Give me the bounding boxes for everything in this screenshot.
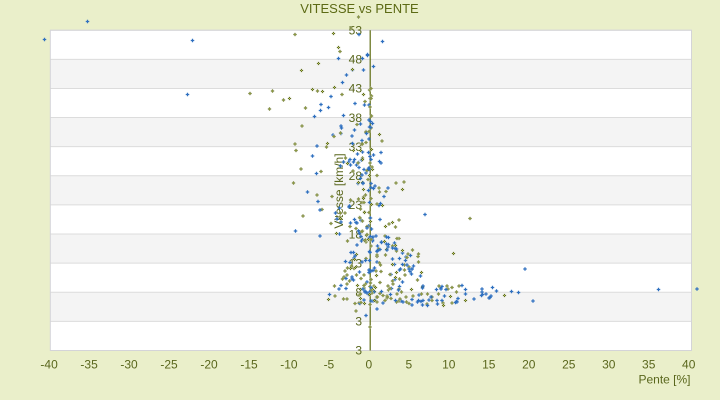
svg-text:20: 20 — [522, 357, 536, 371]
svg-text:10: 10 — [442, 357, 456, 371]
svg-text:48: 48 — [349, 53, 363, 67]
svg-text:25: 25 — [562, 357, 576, 371]
svg-text:-30: -30 — [120, 357, 138, 371]
svg-text:3: 3 — [355, 343, 362, 357]
svg-text:8: 8 — [355, 286, 362, 300]
svg-text:53: 53 — [349, 24, 363, 38]
svg-text:38: 38 — [349, 111, 363, 125]
svg-text:-10: -10 — [280, 357, 298, 371]
svg-text:0: 0 — [366, 357, 373, 371]
svg-text:-15: -15 — [240, 357, 258, 371]
svg-text:-35: -35 — [80, 357, 98, 371]
svg-text:VITESSE vs PENTE: VITESSE vs PENTE — [300, 1, 419, 16]
svg-text:3: 3 — [355, 315, 362, 329]
svg-text:Pente [%]: Pente [%] — [638, 373, 690, 387]
svg-text:-5: -5 — [324, 357, 335, 371]
svg-text:-25: -25 — [160, 357, 178, 371]
svg-text:40: 40 — [682, 357, 696, 371]
svg-text:Vitesse [km/h]: Vitesse [km/h] — [332, 153, 346, 228]
svg-text:43: 43 — [349, 82, 363, 96]
svg-text:30: 30 — [602, 357, 616, 371]
svg-text:15: 15 — [482, 357, 496, 371]
svg-text:35: 35 — [642, 357, 656, 371]
svg-text:-20: -20 — [200, 357, 218, 371]
svg-text:-40: -40 — [40, 357, 58, 371]
svg-text:28: 28 — [349, 169, 363, 183]
svg-text:5: 5 — [406, 357, 413, 371]
